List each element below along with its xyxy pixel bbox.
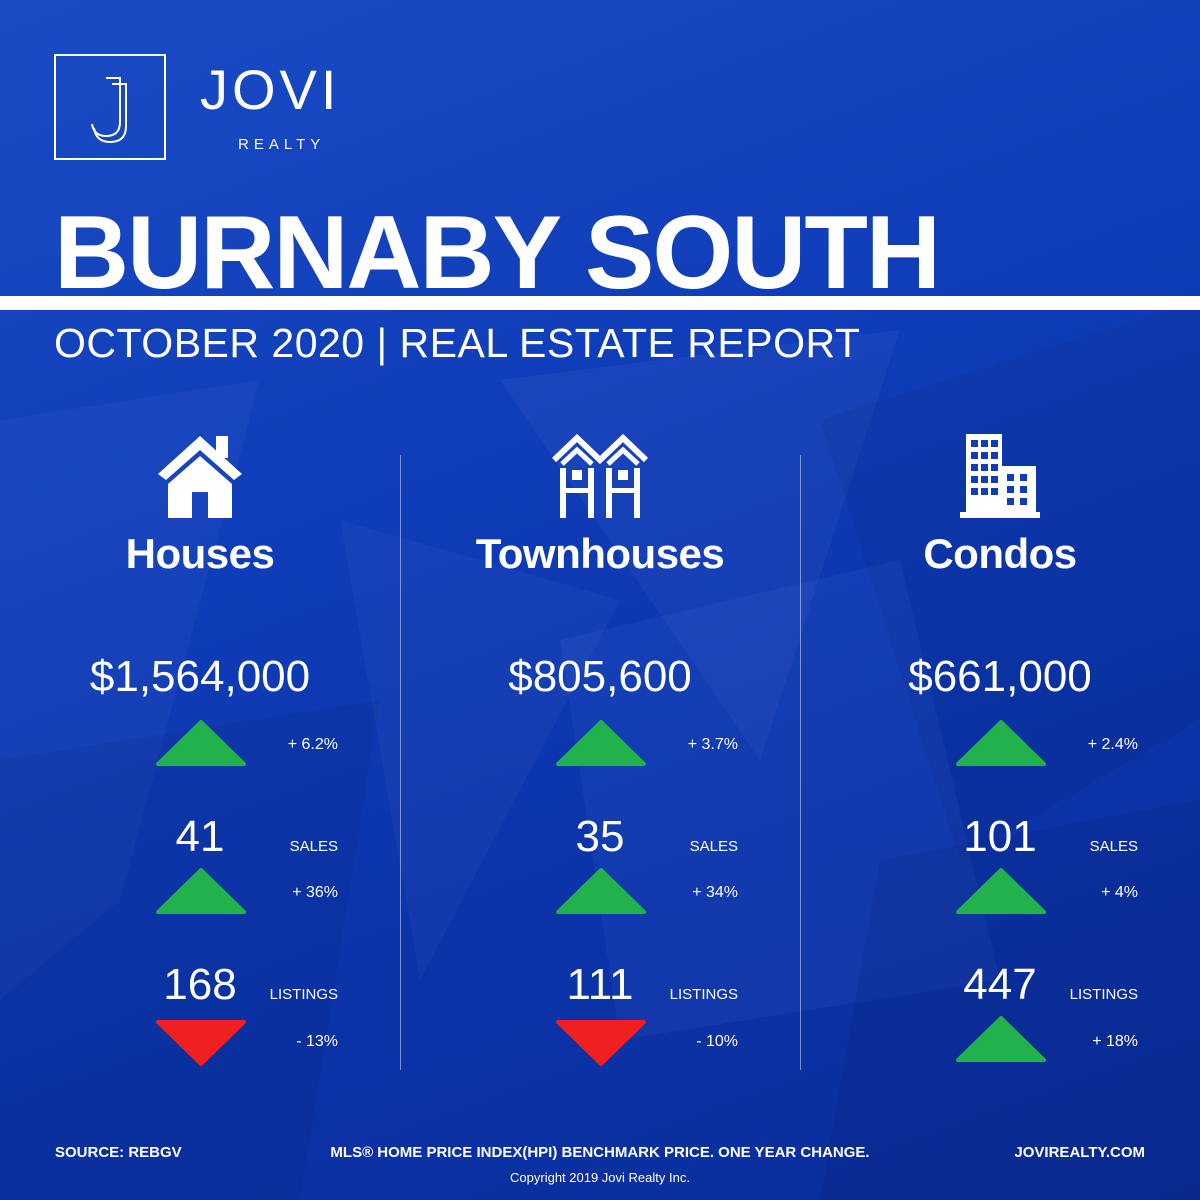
trend-up-icon	[956, 1016, 1046, 1062]
sales-change: + 36%	[292, 884, 338, 901]
price-change: + 3.7%	[687, 736, 738, 753]
title-underline	[0, 296, 1200, 310]
listings-count: 111	[566, 960, 634, 1009]
house-icon	[158, 436, 242, 518]
column-divider	[800, 455, 801, 1070]
trend-up-icon	[556, 868, 646, 914]
copyright-text: Copyright 2019 Jovi Realty Inc.	[510, 1170, 690, 1185]
report-subtitle: OCTOBER 2020 | REAL ESTATE REPORT	[54, 320, 861, 366]
source-note: SOURCE: REBGV	[55, 1144, 182, 1161]
sales-count: 35	[575, 812, 625, 861]
methodology-note: MLS® HOME PRICE INDEX(HPI) BENCHMARK PRI…	[330, 1144, 870, 1161]
trend-up-icon	[156, 720, 246, 766]
column-title: Townhouses	[475, 530, 725, 577]
trend-down-icon	[156, 1020, 246, 1066]
brand-subname: REALTY	[238, 136, 326, 153]
website-link[interactable]: JOVIREALTY.COM	[1014, 1144, 1145, 1161]
condo-building-icon	[960, 434, 1040, 518]
column-title: Condos	[923, 530, 1077, 577]
logo-j-icon	[91, 77, 127, 144]
benchmark-price: $805,600	[508, 652, 692, 701]
price-change: + 6.2%	[287, 736, 338, 753]
listings-change: + 18%	[1092, 1033, 1138, 1050]
sales-label: SALES	[689, 838, 738, 855]
brand-name: JOVI	[200, 58, 341, 121]
column-divider	[400, 455, 401, 1070]
benchmark-price: $661,000	[908, 652, 1092, 701]
listings-change: - 10%	[696, 1033, 738, 1050]
listings-label: LISTINGS	[669, 986, 738, 1003]
sales-change: + 34%	[692, 884, 738, 901]
trend-down-icon	[556, 1020, 646, 1066]
trend-up-icon	[556, 720, 646, 766]
listings-count: 447	[963, 960, 1037, 1009]
listings-count: 168	[163, 960, 237, 1009]
townhouse-icon	[551, 433, 649, 518]
sales-label: SALES	[1089, 838, 1138, 855]
listings-label: LISTINGS	[269, 986, 338, 1003]
logo-mark	[54, 54, 166, 160]
price-change: + 2.4%	[1087, 736, 1138, 753]
sales-count: 101	[963, 812, 1037, 861]
column-condos: Condos $661,000 + 2.4% 101 SALES + 4% 44…	[800, 0, 1200, 1200]
page-title: BURNABY SOUTH	[54, 195, 941, 311]
listings-label: LISTINGS	[1069, 986, 1138, 1003]
listings-change: - 13%	[296, 1033, 338, 1050]
column-houses: Houses $1,564,000 + 6.2% 41 SALES + 36% …	[0, 0, 400, 1200]
benchmark-price: $1,564,000	[89, 652, 311, 701]
trend-up-icon	[956, 868, 1046, 914]
trend-up-icon	[956, 720, 1046, 766]
sales-label: SALES	[289, 838, 338, 855]
sales-count: 41	[175, 812, 225, 861]
sales-change: + 4%	[1101, 884, 1138, 901]
trend-up-icon	[156, 868, 246, 914]
column-title: Houses	[125, 530, 275, 577]
column-townhouses: Townhouses $805,600 + 3.7% 35 SALES + 34…	[400, 0, 800, 1200]
